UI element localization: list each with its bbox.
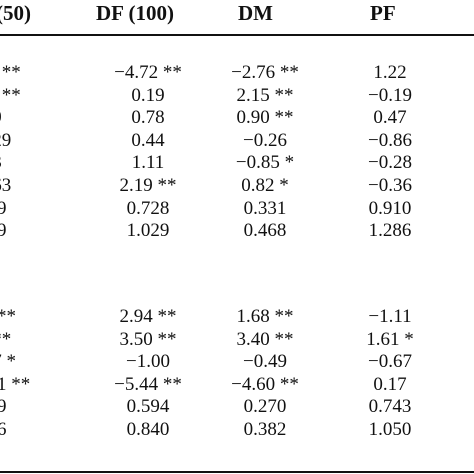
cell-col-dm: −0.26 — [243, 129, 287, 151]
cell-col-50: .3 ** — [0, 306, 16, 327]
cell-col-df100: −4.72 ** — [114, 62, 182, 83]
cell-col-df100: 2.19 ** — [119, 175, 177, 196]
cell-col-50: .57 * — [0, 351, 16, 373]
cell-col-df100: 0.840 — [126, 419, 170, 440]
cell-col-dm: 0.468 — [243, 220, 287, 242]
cell-col-pf: 0.743 — [368, 396, 412, 418]
cell-col-50: 159 — [0, 220, 7, 242]
cell-col-dm: 1.68 ** — [236, 306, 294, 327]
cell-col-dm: 0.90 ** — [236, 107, 294, 129]
cell-col-50: 946 — [0, 419, 7, 440]
header-col-dm: DM — [238, 1, 273, 25]
cell-col-pf: 1.61 * — [366, 328, 414, 350]
cell-col-dm: 0.82 * — [241, 175, 289, 196]
cell-col-dm: 0.270 — [243, 396, 287, 418]
cell-col-50: .29 — [0, 107, 54, 129]
cell-col-dm: −0.85 * — [235, 152, 295, 174]
cell-col-dm: 0.382 — [243, 419, 287, 440]
header-rule — [0, 34, 474, 36]
cell-col-50: 1.63 — [0, 175, 12, 196]
cell-col-dm: −2.76 ** — [231, 62, 299, 83]
cell-col-df100: 3.50 ** — [119, 328, 177, 350]
cell-col-50: 38 ** — [0, 62, 21, 83]
cell-col-df100: 0.594 — [126, 396, 170, 418]
cell-col-50: 001 ** — [0, 373, 31, 395]
header-col-50: (50) — [0, 1, 31, 25]
cell-col-50: .13 — [0, 152, 54, 174]
cell-col-dm: −0.49 — [243, 351, 287, 373]
cell-col-50: 0.29 — [0, 129, 12, 151]
cell-col-pf: −0.28 — [368, 152, 412, 174]
cell-col-pf: 1.22 — [373, 62, 407, 83]
cell-col-pf: 1.050 — [368, 419, 412, 440]
cell-col-50: 5 ** — [0, 328, 12, 350]
cell-col-pf: −0.36 — [368, 175, 412, 196]
cell-col-df100: −1.00 — [126, 351, 170, 373]
cell-col-pf: 1.286 — [368, 220, 412, 242]
cell-col-df100: 0.728 — [126, 197, 170, 219]
cell-col-pf: −0.67 — [368, 351, 412, 373]
cell-col-pf: 0.47 — [373, 107, 407, 129]
cell-col-df100: 0.78 — [131, 107, 165, 129]
cell-col-dm: 2.15 ** — [236, 84, 294, 106]
cell-col-pf: 0.17 — [373, 373, 407, 395]
cell-col-dm: −4.60 ** — [231, 373, 299, 395]
cell-col-df100: 2.94 ** — [119, 306, 177, 327]
cell-col-df100: 1.029 — [126, 220, 170, 242]
cell-col-pf: 0.910 — [368, 197, 412, 219]
cell-col-dm: 3.40 ** — [236, 328, 294, 350]
cell-col-df100: −5.44 ** — [114, 373, 182, 395]
cell-col-dm: 0.331 — [243, 197, 287, 219]
cell-col-50: 669 — [0, 396, 7, 418]
cell-col-df100: 0.44 — [131, 129, 165, 151]
cell-col-50: 68 ** — [0, 84, 21, 106]
bottom-rule — [0, 471, 474, 473]
cell-col-50: 819 — [0, 197, 7, 219]
cell-col-df100: 1.11 — [131, 152, 165, 174]
header-col-df100: DF (100) — [96, 1, 174, 25]
cell-col-df100: 0.19 — [131, 84, 165, 106]
cell-col-pf: −1.11 — [368, 306, 412, 327]
cell-col-pf: −0.86 — [368, 129, 412, 151]
header-col-pf: PF — [370, 1, 396, 25]
cell-col-pf: −0.19 — [368, 84, 412, 106]
